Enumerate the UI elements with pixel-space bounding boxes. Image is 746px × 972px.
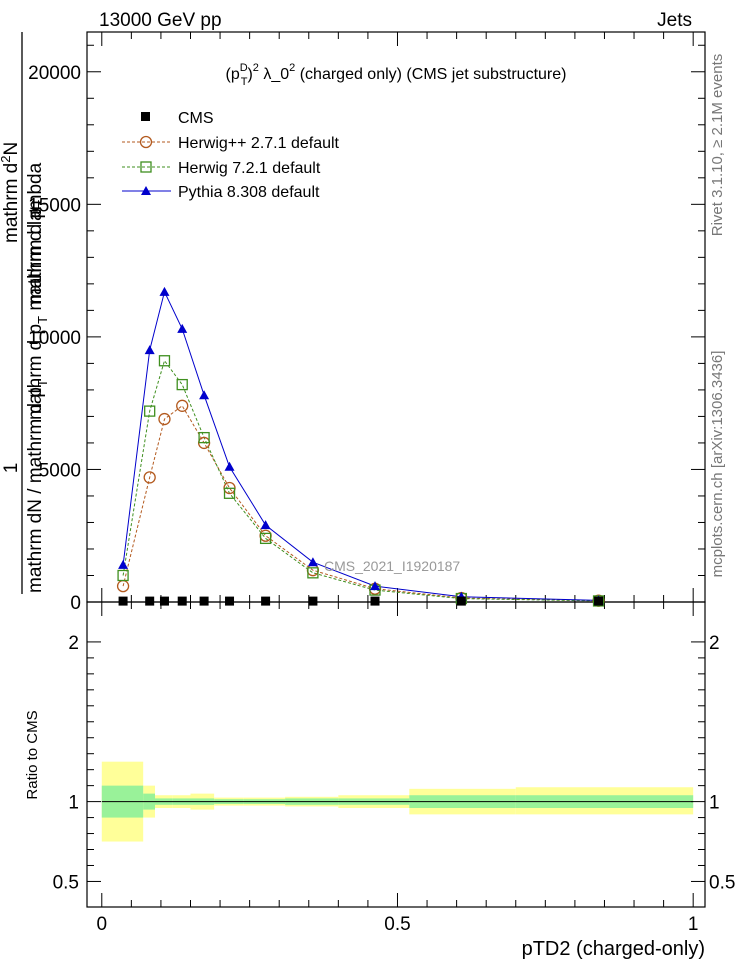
series-line-herwigpp bbox=[122, 405, 599, 602]
main-ytick-label: 0 bbox=[70, 593, 81, 614]
point-herwig7-3 bbox=[176, 378, 188, 391]
ratio-axis-ticks: 0.5 0.5 1 1 2 2 0 0.5 1 bbox=[53, 602, 735, 935]
legend-marker-pythia bbox=[141, 186, 151, 195]
point-herwig7-6 bbox=[259, 532, 272, 545]
point-cms-3 bbox=[177, 596, 187, 606]
point-pythia-4 bbox=[199, 390, 210, 400]
point-pythia-7 bbox=[307, 557, 318, 567]
point-cms-7 bbox=[308, 596, 318, 606]
point-cms-4 bbox=[199, 596, 209, 606]
legend-label-herwigpp: Herwig++ 2.7.1 default bbox=[178, 135, 340, 152]
legend-label-pythia: Pythia 8.308 default bbox=[178, 184, 320, 201]
legend-marker-cms bbox=[141, 112, 150, 121]
header-right: Jets bbox=[657, 10, 692, 31]
point-herwig7-2 bbox=[158, 355, 171, 367]
xlabel: pTD2 (charged-only) bbox=[522, 938, 705, 960]
point-herwigpp-1 bbox=[143, 471, 156, 484]
ratio-ytick-label-left: 0.5 bbox=[53, 872, 79, 893]
point-herwig7-7 bbox=[307, 567, 319, 579]
ratio-ytick-label-left: 2 bbox=[68, 633, 79, 654]
point-herwig7-5 bbox=[223, 487, 236, 499]
series-layer bbox=[116, 286, 605, 607]
side-label-rivet: Rivet 3.1.10, ≥ 2.1M events bbox=[709, 54, 726, 237]
main-ylabel: 1 mathrm dN / mathrm d pT mathrm d2N mat… bbox=[0, 32, 50, 594]
ratio-ytick-label-right: 2 bbox=[709, 633, 720, 654]
ratio-ytick-label-right: 0.5 bbox=[709, 872, 735, 893]
ylabel-numerator-right: mathrm d pT mathrm d lambda bbox=[25, 162, 50, 420]
legend-label-cms: CMS bbox=[178, 110, 214, 127]
xtick-label: 0.5 bbox=[384, 914, 410, 935]
point-pythia-5 bbox=[224, 461, 235, 471]
main-axis-ticks: 0 5000 10000 15000 20000 bbox=[28, 32, 705, 614]
point-pythia-0 bbox=[118, 559, 129, 569]
point-cms-10 bbox=[594, 596, 604, 606]
point-herwig7-1 bbox=[144, 405, 156, 417]
point-pythia-2 bbox=[159, 286, 170, 296]
main-ytick-label: 10000 bbox=[28, 328, 81, 349]
point-cms-0 bbox=[118, 596, 128, 606]
point-herwig7-0 bbox=[117, 569, 129, 582]
legend-label-herwig7: Herwig 7.2.1 default bbox=[178, 160, 321, 177]
ratio-plot-frame bbox=[86, 601, 706, 908]
ylabel-denominator: mathrm dN / mathrm d pT bbox=[25, 379, 50, 593]
point-cms-1 bbox=[145, 596, 155, 606]
chart-title: (pD T)2 λ_02 (charged only) (CMS jet subs… bbox=[226, 62, 567, 88]
ratio-ylabel: Ratio to CMS bbox=[24, 710, 41, 799]
ylabel-one: 1 bbox=[1, 463, 22, 474]
point-cms-9 bbox=[456, 596, 466, 606]
main-ytick-label: 20000 bbox=[28, 63, 81, 84]
analysis-annotation: CMS_2021_I1920187 bbox=[324, 558, 460, 574]
legend-marker-herwig7 bbox=[140, 161, 152, 173]
side-label-mcplots: mcplots.cern.ch [arXiv:1306.3436] bbox=[709, 351, 726, 578]
main-ytick-label: 15000 bbox=[28, 195, 81, 216]
legend: CMS Herwig++ 2.7.1 default Herwig 7.2.1 … bbox=[122, 110, 340, 201]
ratio-ytick-label-left: 1 bbox=[68, 793, 79, 814]
ylabel-numerator-left: mathrm d2N bbox=[0, 142, 22, 243]
header-left: 13000 GeV pp bbox=[99, 10, 222, 31]
ylabel-numerator-mid: mathrm d pT bbox=[25, 200, 50, 304]
point-cms-8 bbox=[370, 596, 380, 606]
point-herwigpp-6 bbox=[259, 529, 272, 542]
main-ytick-label: 5000 bbox=[39, 460, 81, 481]
legend-item-pythia: Pythia 8.308 default bbox=[122, 184, 320, 201]
legend-marker-herwigpp bbox=[139, 135, 153, 149]
series-line-pythia bbox=[122, 290, 599, 601]
xtick-label: 0 bbox=[96, 914, 107, 935]
legend-item-cms: CMS bbox=[141, 110, 214, 127]
legend-item-herwig7: Herwig 7.2.1 default bbox=[122, 160, 321, 177]
legend-item-herwigpp: Herwig++ 2.7.1 default bbox=[122, 135, 340, 152]
ratio-ytick-label-right: 1 bbox=[709, 793, 720, 814]
xtick-label: 1 bbox=[688, 914, 699, 935]
point-herwigpp-3 bbox=[176, 399, 189, 412]
point-pythia-8 bbox=[370, 581, 381, 591]
point-pythia-3 bbox=[177, 323, 188, 333]
point-herwig7-4 bbox=[198, 431, 210, 444]
point-cms-5 bbox=[225, 596, 235, 606]
point-pythia-1 bbox=[144, 345, 155, 355]
point-cms-6 bbox=[261, 596, 271, 606]
point-cms-2 bbox=[159, 596, 169, 606]
point-pythia-6 bbox=[260, 520, 271, 530]
point-herwigpp-2 bbox=[158, 412, 171, 426]
